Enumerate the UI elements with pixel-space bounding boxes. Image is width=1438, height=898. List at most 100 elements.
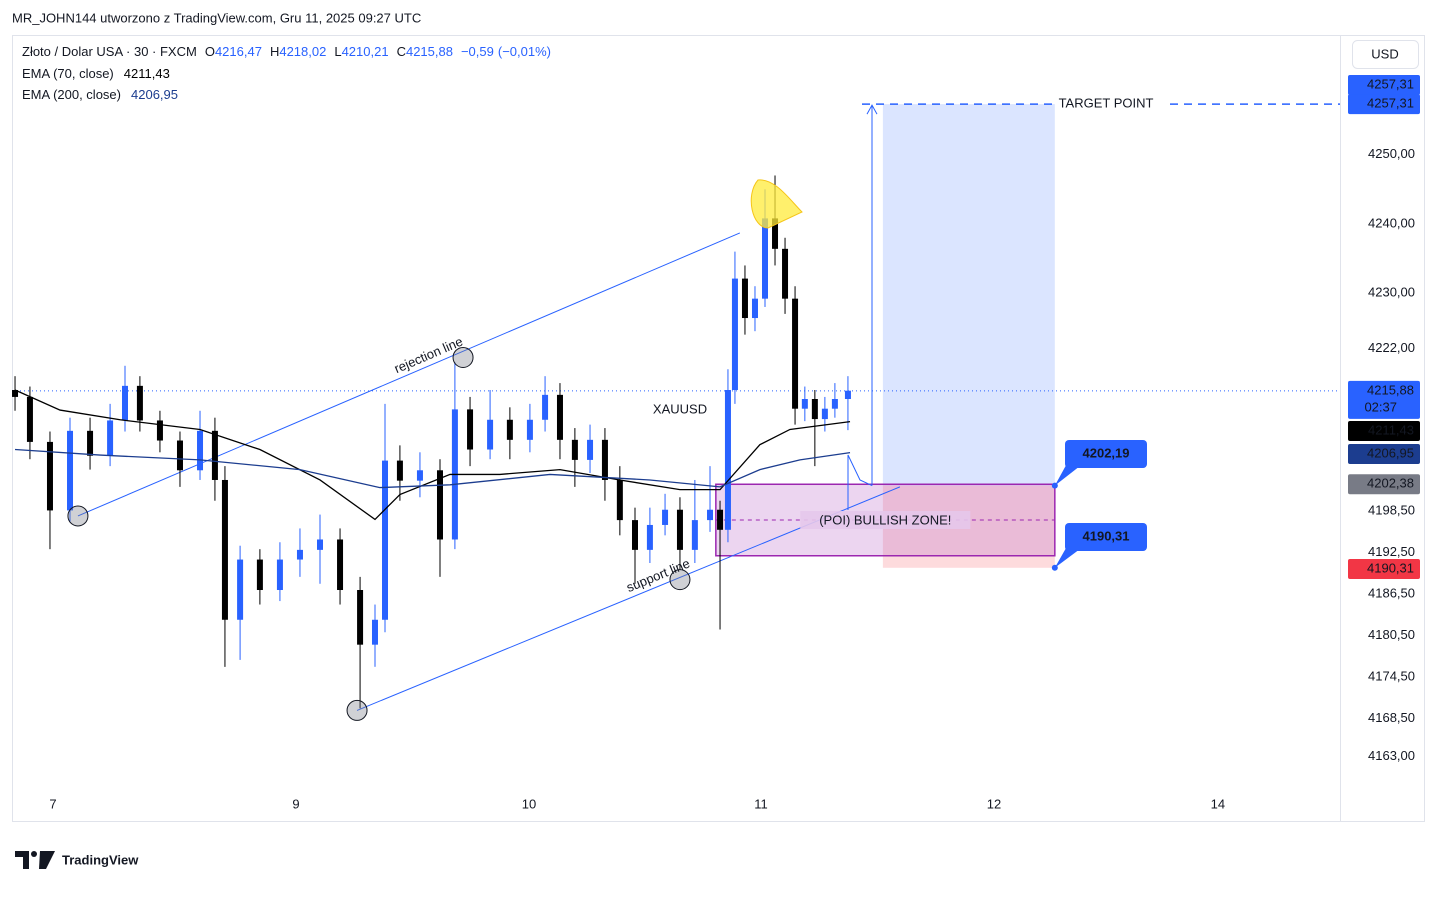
candle-body [662, 509, 669, 525]
y-tick-label: 4250,00 [1368, 146, 1415, 161]
candle-body [371, 619, 378, 645]
ema-line [14, 389, 851, 521]
candle-body [176, 440, 183, 471]
candle-body [571, 439, 578, 460]
price-badge-label: 4202,38 [1367, 476, 1414, 491]
candle-body [276, 559, 283, 591]
x-tick-label: 12 [987, 796, 1001, 811]
candle-body [337, 539, 344, 591]
legend-main: Złoto / Dolar USA · 30 · FXCM O4216,47 H42… [22, 44, 551, 59]
price-badge [1348, 421, 1420, 441]
ohlc-value: 4210,21 [342, 44, 389, 59]
candle-body [556, 394, 563, 440]
currency-label[interactable]: USD [1371, 46, 1398, 61]
price-badge [1348, 444, 1420, 464]
candle-body [707, 509, 714, 521]
y-tick-label: 4240,00 [1368, 215, 1415, 230]
candle-body [741, 278, 748, 319]
candle-body [676, 509, 683, 550]
ema-line [14, 448, 851, 489]
currency-button[interactable] [1352, 40, 1419, 69]
indicator-name: EMA (70, close) [22, 66, 114, 81]
x-tick-label: 9 [292, 796, 299, 811]
ohlc-key: O [205, 44, 215, 59]
y-tick-label: 4174,50 [1368, 669, 1415, 684]
y-tick-label: 4192,50 [1368, 544, 1415, 559]
candle-body [717, 509, 724, 530]
candle-body [396, 460, 403, 481]
ohlc-key: H [270, 44, 279, 59]
candle-body [156, 420, 163, 441]
change-value: −0,59 [461, 44, 494, 59]
symbol-title: Złoto / Dolar USA · 30 · FXCM [22, 44, 197, 59]
brand-logo [15, 851, 55, 869]
candle-body [26, 396, 33, 442]
symbol-watermark: XAUUSD [653, 401, 707, 416]
ohlc-key: L [334, 44, 341, 59]
candle-body [542, 394, 549, 420]
candle-body [107, 420, 114, 456]
candle-body [821, 408, 828, 420]
indicator-name: EMA (200, close) [22, 87, 121, 102]
trend-anchor [346, 699, 368, 721]
candle-body [792, 298, 799, 409]
profit-area [882, 104, 1055, 486]
candle-body [317, 539, 324, 550]
price-badge [1348, 474, 1420, 495]
price-badge [1348, 75, 1420, 95]
x-tick-label: 10 [522, 796, 536, 811]
logo-mark [31, 851, 37, 857]
indicator-legend: EMA (200, close) 4206,95 [22, 87, 178, 102]
y-tick-label: 4168,50 [1368, 710, 1415, 725]
y-tick-label: 4230,00 [1368, 285, 1415, 300]
candle-body [211, 430, 218, 480]
plot-layer [12, 175, 851, 709]
poi-label: (POI) BULLISH ZONE! [819, 512, 951, 527]
y-tick-label: 4222,00 [1368, 340, 1415, 355]
y-tick-label: 4186,50 [1368, 586, 1415, 601]
candle-body [811, 399, 818, 420]
indicator-value: 4211,43 [124, 66, 170, 81]
candle-body [631, 520, 638, 550]
poi-label-bg [800, 511, 971, 530]
candle-body [506, 419, 513, 440]
callout-label: 4190,31 [1083, 528, 1130, 543]
candle-body [296, 549, 303, 560]
logo-mark [15, 851, 29, 869]
trend-anchor [669, 569, 691, 591]
candle-body [772, 218, 779, 249]
candle-body [256, 559, 263, 591]
callout-box [1065, 523, 1147, 551]
candle-body [801, 399, 808, 409]
candle-body [751, 298, 758, 319]
callout-label: 4202,19 [1083, 445, 1130, 460]
change-percent: (−0,01%) [498, 44, 551, 59]
candle-body [616, 479, 623, 521]
background-layer: XAUUSD [12, 103, 1340, 711]
candle-body [12, 390, 19, 397]
candle-body [357, 590, 364, 645]
candle-body [46, 441, 53, 511]
candle-body [724, 390, 731, 530]
indicator-legend: EMA (70, close) 4211,43 [22, 66, 170, 81]
ohlc-value: 4218,02 [279, 44, 326, 59]
highlight-blob [750, 179, 803, 229]
y-tick-label: 4180,50 [1368, 627, 1415, 642]
projection-zigzag [847, 454, 873, 510]
price-badge-label: 4257,31 [1367, 76, 1414, 91]
candle-body [221, 479, 228, 620]
candle-body [831, 399, 838, 409]
candle-body [487, 419, 494, 450]
countdown: 02:37 [1364, 399, 1397, 414]
price-badge-label: 4257,31 [1367, 96, 1414, 111]
price-badge-label: 4215,88 [1367, 382, 1414, 397]
trend-anchor [67, 505, 89, 527]
ohlc-value: 4215,88 [406, 44, 453, 59]
candle-body [197, 430, 204, 471]
price-badge [1348, 380, 1420, 419]
price-badge [1348, 559, 1420, 579]
price-badge-label: 4211,43 [1368, 422, 1414, 437]
logo-mark [39, 851, 55, 869]
candle-body [87, 430, 94, 456]
y-tick-label: 4198,50 [1368, 503, 1415, 518]
